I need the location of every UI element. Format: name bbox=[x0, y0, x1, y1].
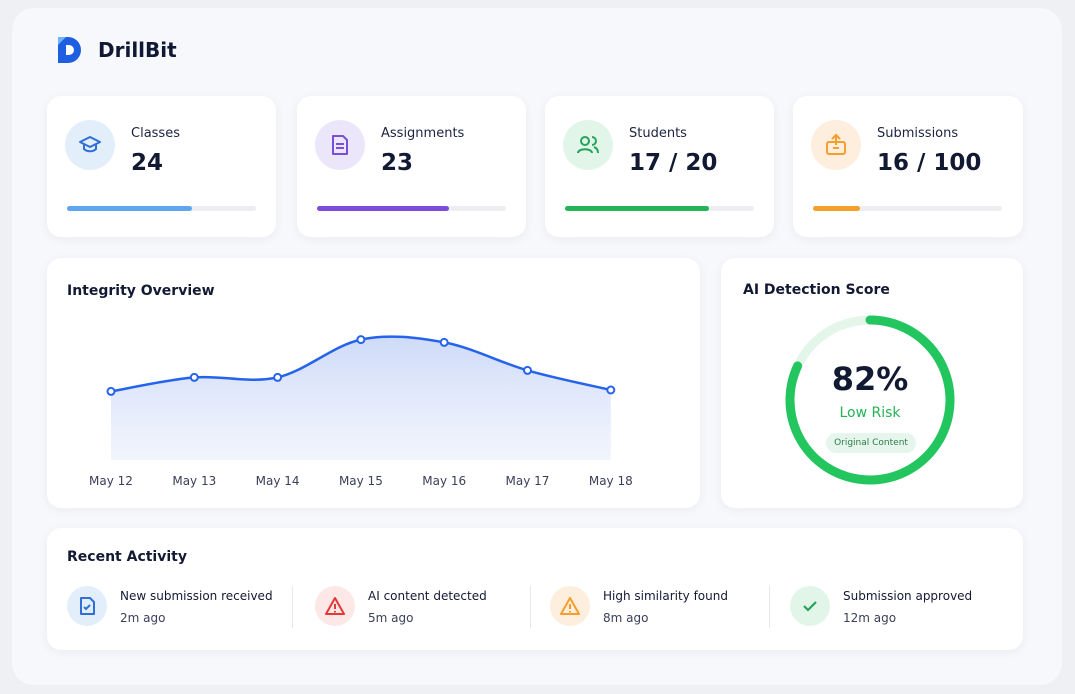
point bbox=[189, 372, 199, 382]
activity-item: AI content detected 5m ago bbox=[315, 586, 545, 630]
activity-item: New submission received 2m ago bbox=[67, 586, 297, 630]
x-tick-label: May 14 bbox=[256, 474, 300, 488]
x-tick-label: May 18 bbox=[589, 474, 633, 488]
activity-item: Submission approved 12m ago bbox=[790, 586, 1020, 630]
brand: DrillBit bbox=[98, 38, 177, 62]
activity-time: 8m ago bbox=[603, 611, 649, 625]
progress-track bbox=[317, 206, 506, 211]
progress-fill bbox=[565, 206, 709, 211]
progress-fill bbox=[317, 206, 450, 211]
score-gauge bbox=[785, 315, 955, 485]
area bbox=[111, 336, 611, 460]
stat-label: Assignments bbox=[381, 126, 465, 141]
chart-title: Integrity Overview bbox=[67, 283, 215, 299]
activity-icon bbox=[67, 586, 107, 626]
stat-icon bbox=[65, 120, 115, 170]
stat-icon bbox=[563, 120, 613, 170]
divider bbox=[769, 586, 770, 628]
activity-icon bbox=[790, 586, 830, 626]
stat-value: 16 / 100 bbox=[877, 150, 982, 176]
stat-card: Submissions 16 / 100 bbox=[793, 96, 1023, 237]
stat-card: Assignments 23 bbox=[297, 96, 526, 237]
score-value: 82% bbox=[831, 360, 909, 398]
line-chart: May 12 May 13 May 14 May 15 May 16 May 17 May … bbox=[89, 335, 633, 488]
score-status: Low Risk bbox=[839, 405, 901, 421]
activity-text: Submission approved bbox=[843, 589, 973, 603]
progress-fill bbox=[813, 206, 861, 211]
activity-time: 2m ago bbox=[120, 611, 166, 625]
stat-label: Students bbox=[629, 126, 687, 141]
progress-track bbox=[813, 206, 1002, 211]
progress-track bbox=[67, 206, 256, 211]
stat-card: Students 17 / 20 bbox=[545, 96, 774, 237]
chart-card: Integrity Overview May 12 May 13 May 14 May… bbox=[47, 258, 700, 508]
gauge-arc bbox=[785, 315, 955, 485]
x-tick-label: May 17 bbox=[506, 474, 550, 488]
score-title: AI Detection Score bbox=[743, 282, 890, 298]
logo bbox=[58, 37, 81, 63]
x-tick-label: May 16 bbox=[422, 474, 466, 488]
point bbox=[106, 386, 116, 396]
point bbox=[273, 372, 283, 382]
stat-value: 23 bbox=[381, 150, 414, 176]
point bbox=[606, 385, 616, 395]
activity-time: 12m ago bbox=[843, 611, 897, 625]
activity-title: Recent Activity bbox=[67, 549, 187, 565]
activity-icon bbox=[550, 586, 590, 626]
activity-text: High similarity found bbox=[603, 589, 728, 603]
stat-icon bbox=[811, 120, 861, 170]
activity-icon bbox=[315, 586, 355, 626]
stat-value: 24 bbox=[131, 150, 164, 176]
point bbox=[523, 365, 532, 375]
score-card: AI Detection Score 82% Low Risk Original… bbox=[721, 258, 1023, 508]
x-tick-label: May 15 bbox=[339, 474, 383, 488]
divider bbox=[292, 586, 293, 628]
activity-item: High similarity found 8m ago bbox=[550, 586, 780, 630]
stat-label: Classes bbox=[131, 126, 180, 141]
stat-icon bbox=[315, 120, 365, 170]
point bbox=[439, 337, 449, 347]
point bbox=[356, 335, 366, 345]
stat-value: 17 / 20 bbox=[629, 150, 718, 176]
progress-track bbox=[565, 206, 754, 211]
stat-label: Submissions bbox=[877, 126, 959, 141]
progress-fill bbox=[67, 206, 192, 211]
stat-card: Classes 24 bbox=[47, 96, 276, 237]
activity-text: AI content detected bbox=[368, 589, 487, 603]
activity-text: New submission received bbox=[120, 589, 273, 603]
score-badge: Original Content bbox=[826, 433, 916, 453]
x-tick-label: May 12 bbox=[89, 474, 133, 488]
activity-card: Recent Activity New submission received … bbox=[47, 528, 1023, 650]
activity-time: 5m ago bbox=[368, 611, 414, 625]
divider bbox=[530, 586, 531, 628]
x-tick-label: May 13 bbox=[172, 474, 216, 488]
